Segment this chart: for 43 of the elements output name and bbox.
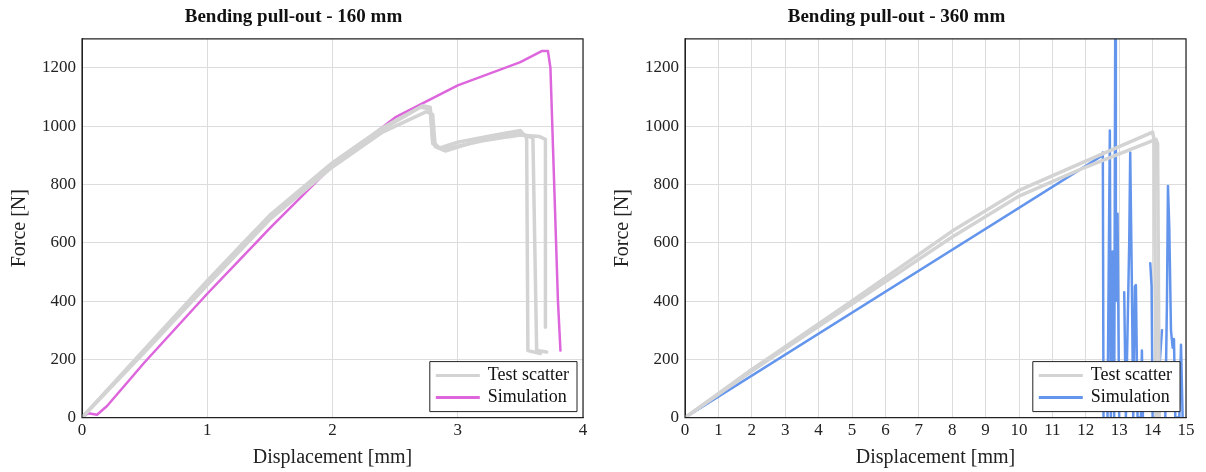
- legend-label: Test scatter: [487, 364, 570, 385]
- x-tick-label: 11: [1044, 420, 1061, 440]
- y-tick-label: 200: [50, 348, 76, 368]
- y-axis-title: Force [N]: [7, 189, 30, 268]
- x-tick-label: 13: [1110, 420, 1128, 440]
- legend-label: Simulation: [1090, 386, 1170, 407]
- chart-title: Bending pull-out - 360 mm: [787, 5, 1006, 27]
- y-tick-label: 1000: [42, 115, 76, 135]
- legend-label: Test scatter: [1090, 364, 1173, 385]
- y-tick-label: 200: [653, 348, 679, 368]
- legend-label: Simulation: [487, 386, 567, 407]
- y-axis-title: Force [N]: [610, 189, 633, 268]
- x-tick-label: 4: [814, 420, 824, 440]
- x-tick-label: 15: [1177, 420, 1195, 440]
- y-tick-label: 400: [50, 290, 76, 310]
- x-tick-label: 1: [203, 420, 212, 440]
- x-tick-label: 12: [1077, 420, 1095, 440]
- x-tick-label: 3: [453, 420, 462, 440]
- y-tick-label: 0: [670, 407, 679, 427]
- y-tick-label: 1200: [42, 57, 76, 77]
- y-tick-label: 1000: [645, 115, 679, 135]
- y-tick-label: 600: [653, 232, 679, 252]
- y-tick-label: 600: [50, 232, 76, 252]
- x-tick-label: 4: [578, 420, 588, 440]
- x-tick-label: 8: [947, 420, 957, 440]
- y-tick-label: 400: [653, 290, 679, 310]
- x-tick-label: 7: [914, 420, 924, 440]
- x-tick-label: 3: [780, 420, 790, 440]
- x-tick-label: 5: [847, 420, 857, 440]
- x-tick-label: 1: [714, 420, 723, 440]
- x-tick-label: 10: [1010, 420, 1028, 440]
- x-axis-title: Displacement [mm]: [252, 445, 413, 469]
- y-tick-label: 1200: [645, 57, 679, 77]
- x-tick-label: 2: [747, 420, 757, 440]
- x-tick-label: 6: [881, 420, 890, 440]
- x-tick-label: 2: [328, 420, 337, 440]
- y-tick-label: 800: [653, 173, 679, 193]
- y-tick-label: 800: [50, 173, 76, 193]
- x-axis-title: Displacement [mm]: [855, 445, 1016, 469]
- chart-title: Bending pull-out - 160 mm: [184, 5, 403, 27]
- y-tick-label: 0: [67, 407, 76, 427]
- x-tick-label: 9: [981, 420, 990, 440]
- x-tick-label: 14: [1144, 420, 1162, 440]
